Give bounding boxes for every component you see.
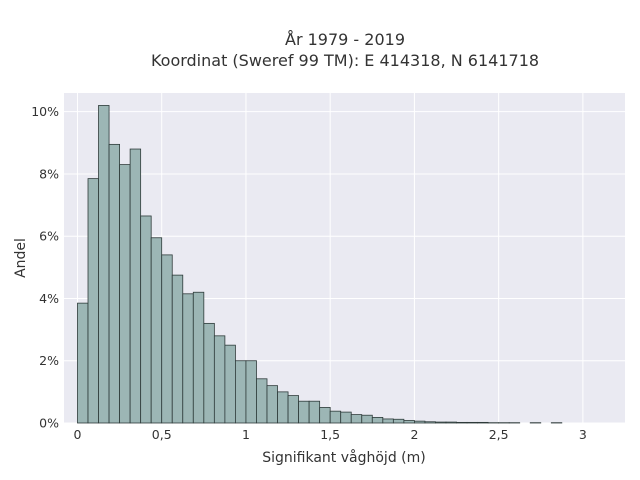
histogram-bars: [77, 105, 563, 424]
histogram-bar-8: [161, 254, 173, 424]
histogram-bar-6: [140, 215, 152, 424]
histogram-bar-0: [77, 302, 89, 424]
chart-title-line-1: År 1979 - 2019: [285, 30, 405, 49]
histogram-bar-27: [361, 414, 373, 424]
y-axis-ticks: 0% 2% 4% 6% 8% 10%: [31, 104, 59, 430]
histogram-bar-22: [308, 400, 321, 424]
histogram-bar-13: [213, 335, 226, 424]
histogram-bar-2: [98, 105, 110, 424]
histogram-bar-21: [298, 400, 310, 424]
histogram-bar-18: [266, 385, 278, 424]
x-tick-label-5: 2,5: [489, 427, 509, 442]
histogram-bar-7: [150, 237, 163, 424]
histogram-bar-37: [466, 421, 478, 424]
histogram-bar-24: [329, 410, 342, 424]
histogram-bar-16: [245, 360, 257, 424]
y-tick-label-3: 6%: [39, 229, 59, 244]
histogram-bar-1: [87, 178, 99, 424]
x-axis-ticks: 0 0,5 1 1,5 2 2,5 3: [74, 427, 587, 442]
histogram-bar-33: [424, 421, 436, 424]
x-tick-label-0: 0: [74, 427, 82, 442]
x-tick-label-1: 0,5: [152, 427, 172, 442]
histogram-bar-15: [235, 360, 247, 424]
x-tick-label-6: 3: [579, 427, 587, 442]
histogram-bar-3: [108, 143, 120, 424]
histogram-bar-34: [435, 421, 447, 424]
x-tick-label-2: 1: [242, 427, 250, 442]
histogram-bar-28: [371, 416, 384, 424]
histogram-bar-23: [319, 407, 331, 424]
histogram-bar-17: [256, 378, 268, 424]
y-tick-label-0: 0%: [39, 416, 59, 431]
histogram-bar-4: [119, 164, 131, 424]
chart-title-line-2: Koordinat (Sweref 99 TM): E 414318, N 61…: [151, 51, 539, 70]
histogram-bar-32: [414, 420, 426, 424]
histogram-bar-19: [277, 391, 289, 424]
histogram-bar-31: [403, 420, 415, 424]
histogram-bar-12: [203, 322, 215, 424]
histogram-bar-36: [456, 421, 468, 424]
histogram-bar-26: [350, 414, 363, 424]
histogram-bar-10: [182, 293, 194, 424]
histogram-bar-20: [287, 395, 299, 424]
histogram-bar-11: [192, 291, 205, 424]
y-tick-label-2: 4%: [39, 291, 59, 306]
histogram-bar-35: [445, 421, 457, 424]
histogram-bar-30: [392, 418, 405, 424]
histogram-bar-29: [382, 418, 394, 424]
y-tick-label-5: 10%: [31, 104, 59, 119]
y-tick-label-4: 8%: [39, 166, 59, 181]
x-tick-label-4: 2: [410, 427, 418, 442]
y-tick-label-1: 2%: [39, 353, 59, 368]
x-axis-label: Signifikant våghöjd (m): [262, 449, 425, 466]
histogram-bar-14: [224, 344, 236, 424]
histogram-bar-38: [477, 421, 489, 424]
histogram-bar-5: [129, 148, 142, 424]
y-axis-label: Andel: [13, 238, 29, 278]
histogram-bar-25: [340, 411, 352, 424]
histogram-bar-9: [171, 274, 184, 424]
x-tick-label-3: 1,5: [320, 427, 340, 442]
